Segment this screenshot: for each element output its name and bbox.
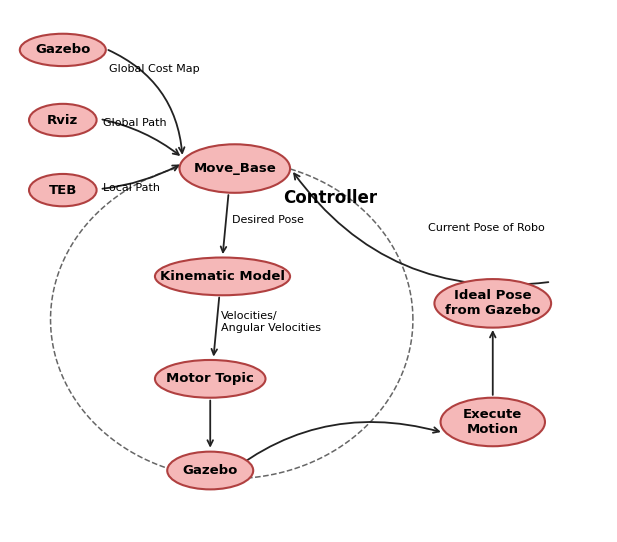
Ellipse shape bbox=[441, 398, 545, 446]
Ellipse shape bbox=[29, 104, 97, 136]
Text: TEB: TEB bbox=[49, 184, 77, 197]
Ellipse shape bbox=[167, 451, 253, 489]
Text: Current Pose of Robo: Current Pose of Robo bbox=[428, 223, 545, 233]
Text: Global Path: Global Path bbox=[103, 118, 167, 127]
Ellipse shape bbox=[29, 174, 97, 207]
Text: Kinematic Model: Kinematic Model bbox=[160, 270, 285, 283]
Text: Gazebo: Gazebo bbox=[183, 464, 238, 477]
Text: Rviz: Rviz bbox=[47, 113, 78, 126]
Ellipse shape bbox=[180, 144, 290, 193]
Text: Execute
Motion: Execute Motion bbox=[463, 408, 523, 436]
Text: Velocities/
Angular Velocities: Velocities/ Angular Velocities bbox=[222, 312, 321, 333]
Ellipse shape bbox=[434, 279, 551, 327]
Text: Ideal Pose
from Gazebo: Ideal Pose from Gazebo bbox=[445, 289, 540, 318]
Ellipse shape bbox=[155, 257, 290, 295]
Text: Desired Pose: Desired Pose bbox=[232, 215, 304, 224]
Ellipse shape bbox=[155, 360, 265, 398]
Text: Move_Base: Move_Base bbox=[193, 162, 276, 175]
Text: Gazebo: Gazebo bbox=[35, 43, 91, 56]
Text: Global Cost Map: Global Cost Map bbox=[109, 64, 199, 74]
Text: Motor Topic: Motor Topic bbox=[167, 372, 254, 385]
Text: Controller: Controller bbox=[283, 189, 377, 207]
Text: Local Path: Local Path bbox=[103, 183, 160, 193]
Ellipse shape bbox=[20, 34, 106, 66]
